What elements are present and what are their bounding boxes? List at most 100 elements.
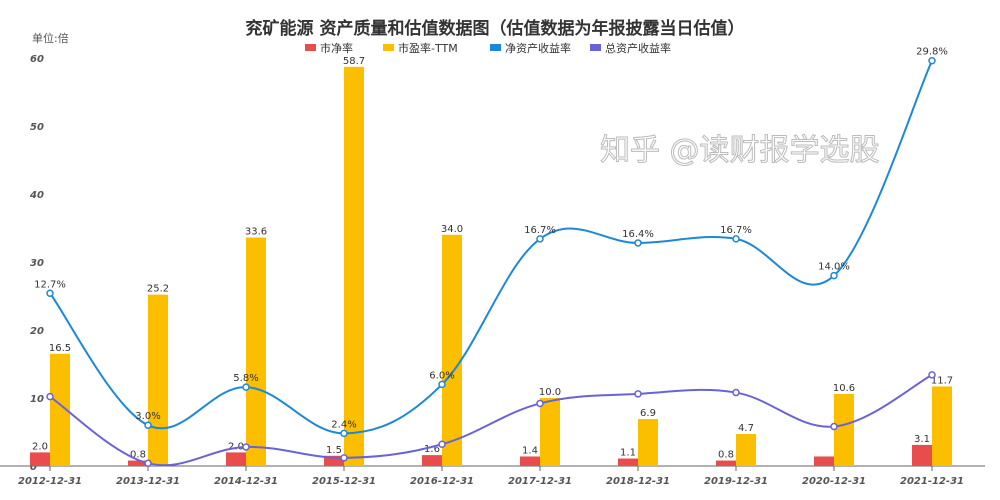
pb-bar [814,456,834,466]
roa-point [830,422,838,431]
pb-bar [520,456,540,466]
y-tick-label: 50 [30,122,44,133]
pb-bar [226,452,246,466]
pe-bar [246,237,266,466]
pe-bar [442,234,462,466]
chart-title: 兖矿能源 资产质量和估值数据图（估值数据为年报披露当日估值） [246,18,745,39]
bar-data-label: 1.1 [620,448,636,459]
x-tick-label: 2016-12-31 [410,476,474,487]
bar-data-label: 25.2 [147,284,169,295]
roe-point [634,239,642,247]
line-data-label: 16.4% [622,229,654,240]
unit-label: 单位:倍 [32,31,69,45]
pb-bar [912,444,932,466]
legend-label: 市盈率-TTM [398,41,458,55]
bar-data-label: 6.9 [640,408,656,419]
roe-point [144,421,152,429]
x-tick-label: 2012-12-31 [18,476,82,487]
line-data-label: 3.0% [135,411,160,422]
pb-bar [422,455,442,466]
line-data-label: 16.7% [524,225,556,236]
roa-point [928,371,936,379]
roe-point [830,271,838,280]
roa-point [340,454,348,462]
pb-bar [618,458,638,466]
bar-data-label: 3.1 [914,434,930,445]
x-tick-label: 2013-12-31 [116,476,180,487]
legend-swatch [305,44,316,51]
y-tick-label: 30 [30,258,44,269]
legend-swatch [490,44,501,51]
roa-point [242,443,250,451]
line-data-label: 16.7% [720,225,752,236]
bar-data-label: 4.7 [738,423,754,434]
bar-data-label: 1.5 [326,445,342,456]
roe-point [46,289,54,298]
roe-point [438,380,446,389]
roe-point [732,235,740,243]
x-tick-label: 2020-12-31 [802,476,866,487]
legend-label: 总资产收益率 [605,41,671,55]
watermark: 知乎 @读财报学选股 [600,133,880,168]
x-tick-label: 2019-12-31 [704,476,768,487]
pe-bar [834,393,854,466]
line-data-label: 2.4% [331,419,356,430]
y-tick-label: 60 [30,54,44,65]
roa-point [46,392,54,401]
x-tick-label: 2018-12-31 [606,476,670,487]
line-data-label: 29.8% [916,47,948,58]
y-tick-label: 10 [30,394,44,405]
bar-data-label: 1.4 [522,445,538,456]
pe-bar [50,353,70,466]
legend: 市净率 市盈率-TTM 净资产收益率 总资产收益率 [305,41,671,55]
pb-bar [30,452,50,466]
line-data-label: 6.0% [429,370,454,381]
pe-bar [638,419,658,466]
bar-data-label: 0.8 [130,450,146,461]
y-tick-label: 0 [30,462,37,473]
x-tick-label: 2021-12-31 [900,476,964,487]
roe-point [242,383,250,391]
bar-data-label: 11.7 [931,375,953,386]
legend-swatch [383,44,394,51]
y-tick-label: 40 [29,190,44,201]
legend-label: 净资产收益率 [505,41,571,55]
bar-data-label: 10.0 [539,387,561,398]
pe-bar [736,434,756,466]
roe-point [928,56,936,65]
pe-bar [344,66,364,466]
y-tick-label: 20 [30,326,44,337]
x-tick-label: 2017-12-31 [508,476,572,487]
bar-data-label: 34.0 [441,224,463,235]
bar-data-label: 10.6 [833,383,855,394]
pb-bar [324,455,344,466]
roa-point [438,440,446,448]
roa-point [634,390,642,398]
roa-point [732,388,740,397]
line-data-label: 5.8% [233,373,258,384]
pb-bar [716,460,736,466]
line-data-label: 12.7% [34,279,66,290]
bar-data-label: 0.8 [718,450,734,461]
roa-point [536,399,544,408]
x-tick-label: 2015-12-31 [312,476,376,487]
pe-bar [540,398,560,466]
bar-data-label: 58.7 [343,56,365,67]
bar-data-label: 33.6 [245,227,267,238]
bar-data-label: 1.6 [424,444,440,455]
roa-line [49,373,933,467]
pe-bar [148,294,168,466]
bar-data-label: 2.0 [32,441,48,452]
roe-point [340,429,348,438]
legend-label: 市净率 [320,41,353,55]
pb-bar [128,460,148,466]
roe-point [536,235,544,243]
bar-data-label: 16.5 [49,343,71,354]
pe-bar [932,386,952,466]
legend-swatch [590,44,601,51]
x-tick-label: 2014-12-31 [214,476,278,487]
roe-line [49,60,933,435]
roa-point [144,459,152,468]
